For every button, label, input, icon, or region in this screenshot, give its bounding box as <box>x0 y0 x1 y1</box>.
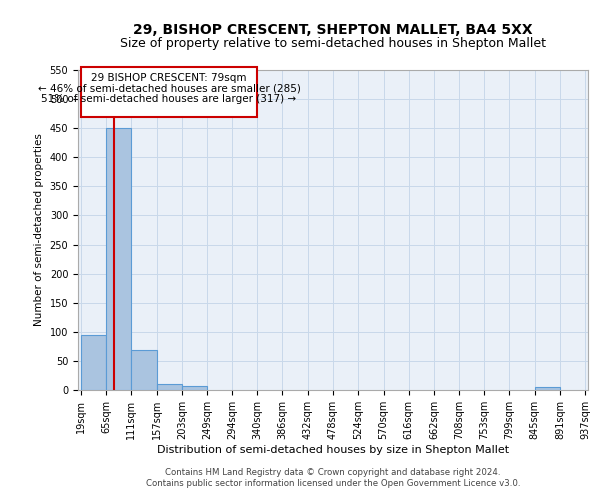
Bar <box>182 386 207 390</box>
Text: 29, BISHOP CRESCENT, SHEPTON MALLET, BA4 5XX: 29, BISHOP CRESCENT, SHEPTON MALLET, BA4… <box>133 22 533 36</box>
X-axis label: Distribution of semi-detached houses by size in Shepton Mallet: Distribution of semi-detached houses by … <box>157 444 509 454</box>
Text: 29 BISHOP CRESCENT: 79sqm: 29 BISHOP CRESCENT: 79sqm <box>91 73 247 83</box>
FancyBboxPatch shape <box>81 67 257 116</box>
Text: Contains HM Land Registry data © Crown copyright and database right 2024.
Contai: Contains HM Land Registry data © Crown c… <box>146 468 520 487</box>
Bar <box>535 387 560 390</box>
Text: ← 46% of semi-detached houses are smaller (285): ← 46% of semi-detached houses are smalle… <box>38 84 301 94</box>
Y-axis label: Number of semi-detached properties: Number of semi-detached properties <box>34 134 44 326</box>
Bar <box>157 384 182 390</box>
Bar <box>106 128 131 390</box>
Bar <box>81 334 106 390</box>
Text: 51% of semi-detached houses are larger (317) →: 51% of semi-detached houses are larger (… <box>41 94 296 104</box>
Text: Size of property relative to semi-detached houses in Shepton Mallet: Size of property relative to semi-detach… <box>120 38 546 51</box>
Bar <box>131 350 157 390</box>
